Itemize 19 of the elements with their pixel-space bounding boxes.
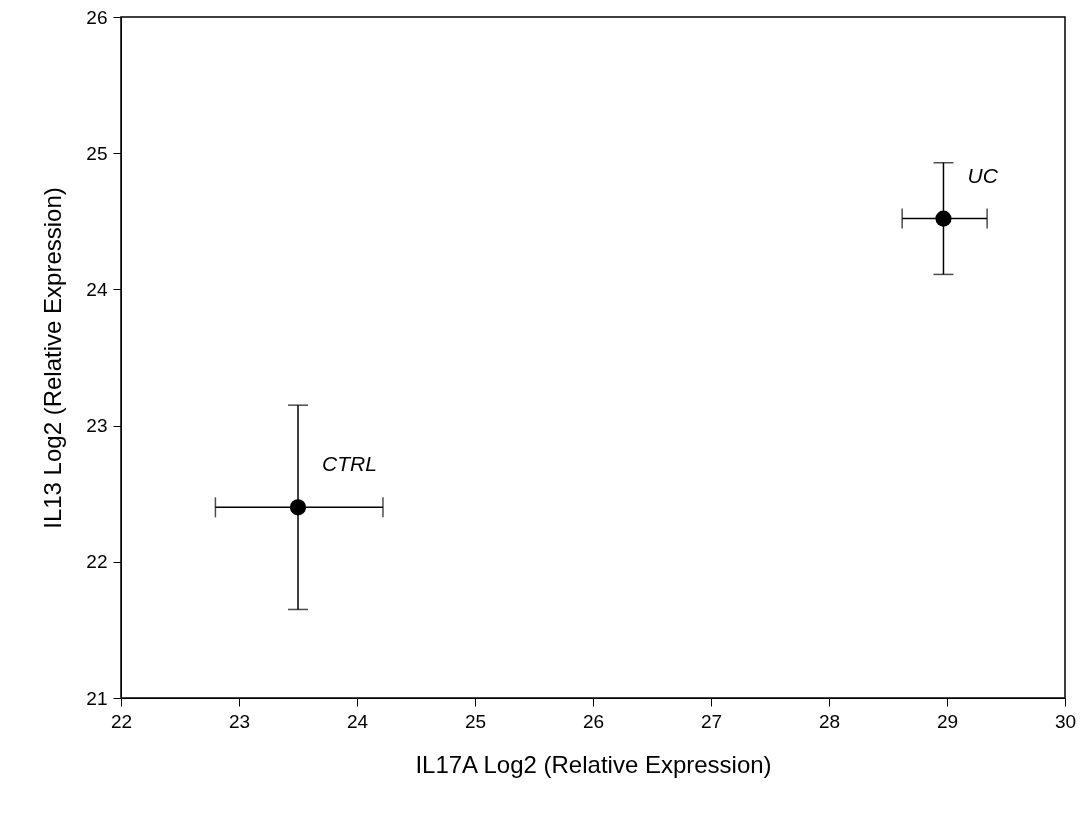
annotation: CTRL: [322, 452, 377, 476]
y-tick-label: 25: [86, 142, 108, 164]
y-tick-label: 23: [86, 415, 108, 437]
x-tick-label: 26: [582, 710, 605, 732]
x-tick-label: 24: [346, 710, 369, 732]
x-axis-title: IL17A Log2 (Relative Expression): [415, 750, 772, 778]
x-tick-label: 28: [818, 710, 841, 732]
y-tick-label: 21: [86, 687, 108, 709]
x-tick-label: 29: [936, 710, 959, 732]
x-tick-label: 30: [1054, 710, 1077, 732]
y-axis-title: IL13 Log2 (Relative Expression): [39, 187, 67, 529]
y-tick-label: 26: [86, 6, 108, 28]
y-tick-label: 24: [86, 278, 108, 300]
y-tick-label: 22: [86, 551, 108, 573]
x-tick-label: 27: [700, 710, 723, 732]
annotation: UC: [967, 163, 999, 187]
x-tick-label: 22: [110, 710, 133, 732]
x-tick-label: 23: [228, 710, 251, 732]
x-tick-label: 25: [464, 710, 487, 732]
